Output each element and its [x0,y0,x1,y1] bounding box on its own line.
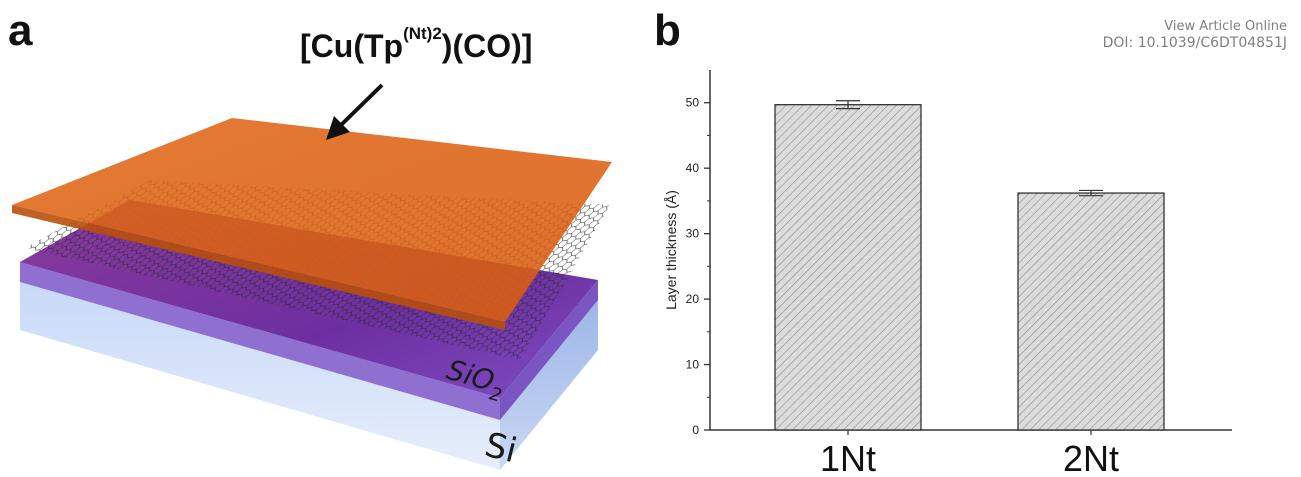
x-tick-label-1Nt: 1Nt [820,438,876,477]
panel-letter-a: a [8,6,33,55]
y-tick-label: 20 [686,292,700,306]
article-watermark: View Article Online DOI: 10.1039/C6DT048… [1103,18,1287,52]
complex-label-suffix: )(CO)] [441,28,533,64]
bar-1Nt [774,104,922,431]
arrow-pointer [326,83,384,140]
complex-label: [Cu(Tp(Nt)2)(CO)] [300,24,533,65]
chart-area: 0 10 20 30 40 50 Layer thickness (Å) 1Nt 2Nt [663,70,1232,477]
bar-2Nt [1017,192,1165,431]
y-tick-label: 0 [692,423,699,437]
complex-label-superscript: (Nt)2 [403,24,442,44]
y-tick-label: 40 [686,161,700,175]
y-tick-label: 30 [686,227,700,241]
y-tick-label: 50 [686,96,700,110]
complex-layer [12,118,612,330]
x-tick-label-2Nt: 2Nt [1063,438,1119,477]
view-article-online-link[interactable]: View Article Online [1164,19,1287,34]
y-axis-label: Layer thickness (Å) [663,190,679,310]
complex-label-main: [Cu(Tp [300,28,404,64]
y-tick-label: 10 [686,358,700,372]
si-substrate [20,282,598,470]
doi-text: DOI: 10.1039/C6DT04851J [1102,35,1287,51]
panel-letter-b: b [654,6,681,55]
